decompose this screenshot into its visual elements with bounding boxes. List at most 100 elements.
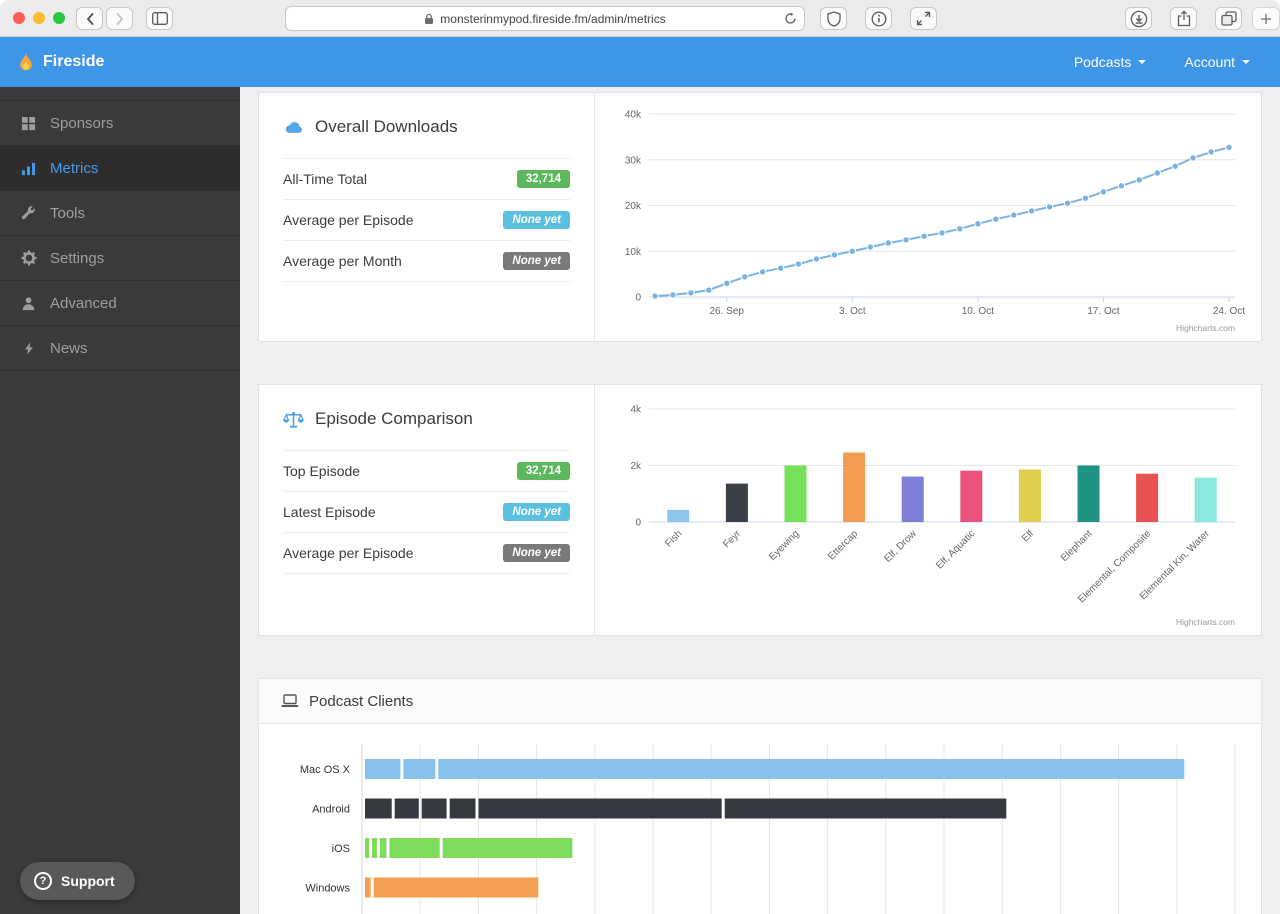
stat-row: Latest Episode None yet <box>283 491 570 532</box>
brand[interactable]: Fireside <box>18 51 105 73</box>
refresh-button[interactable] <box>784 12 797 25</box>
scales-icon <box>283 411 304 428</box>
svg-text:10k: 10k <box>625 247 642 258</box>
header-nav: Podcasts Account <box>1074 54 1250 70</box>
svg-text:20k: 20k <box>625 201 642 212</box>
svg-text:Eyewing: Eyewing <box>767 528 802 563</box>
sidebar-item-label: Sponsors <box>50 114 114 132</box>
card-title-text: Overall Downloads <box>315 117 458 136</box>
tab-overview-button[interactable] <box>1215 7 1242 30</box>
svg-text:Highcharts.com: Highcharts.com <box>1176 617 1235 627</box>
window-controls <box>13 12 65 24</box>
stat-table: All-Time Total 32,714 Average per Episod… <box>283 158 570 282</box>
stat-label: Average per Episode <box>283 545 414 561</box>
metrics-bars-icon <box>20 160 37 177</box>
svg-text:24. Oct: 24. Oct <box>1213 306 1245 317</box>
svg-text:3. Oct: 3. Oct <box>839 306 866 317</box>
podcasts-menu-label: Podcasts <box>1073 54 1132 70</box>
sidebar-toggle-button[interactable] <box>146 7 173 30</box>
svg-text:iOS: iOS <box>332 843 350 855</box>
new-tab-button[interactable] <box>1252 7 1280 30</box>
cloud-download-icon <box>285 121 302 133</box>
page-info-button[interactable] <box>865 7 892 30</box>
stat-badge: None yet <box>503 544 570 562</box>
svg-text:10. Oct: 10. Oct <box>962 306 994 317</box>
sidebar-item-settings[interactable]: Settings <box>0 236 240 281</box>
stat-label: Average per Month <box>283 253 402 269</box>
shield-icon <box>826 10 841 27</box>
brand-name: Fireside <box>43 53 105 70</box>
fullscreen-button[interactable] <box>910 7 937 30</box>
plus-icon <box>1261 13 1271 24</box>
sidebar-item-news[interactable]: News <box>0 326 240 371</box>
sidebar-item-label: Tools <box>50 204 86 222</box>
caret-down-icon <box>1138 60 1147 64</box>
chevron-left-icon <box>86 12 93 25</box>
svg-text:Feyr: Feyr <box>721 528 743 550</box>
privacy-report-button[interactable] <box>820 7 847 30</box>
overall-downloads-summary: Overall Downloads All-Time Total 32,714 … <box>259 93 595 341</box>
card-title-text: Podcast Clients <box>309 692 414 710</box>
sidebar-item-label: News <box>50 339 88 357</box>
stat-row: Average per Episode None yet <box>283 532 570 573</box>
svg-text:Elf, Aquatic: Elf, Aquatic <box>934 528 977 571</box>
caret-down-icon <box>1242 60 1250 64</box>
zoom-window-button[interactable] <box>53 12 65 24</box>
info-icon <box>871 11 886 26</box>
downloads-button[interactable] <box>1125 7 1152 30</box>
minimize-window-button[interactable] <box>33 12 45 24</box>
tabs-icon <box>1220 11 1237 26</box>
forward-button[interactable] <box>106 7 133 30</box>
podcast-clients-bar-chart: Mac OS X Android iOS Windows <box>259 724 1261 914</box>
back-button[interactable] <box>76 7 103 30</box>
support-label: Support <box>61 873 115 889</box>
sidebar-icon <box>151 12 168 25</box>
card-title-text: Episode Comparison <box>315 409 473 428</box>
stat-badge: 32,714 <box>516 462 570 480</box>
stat-label: Top Episode <box>283 463 361 479</box>
svg-text:Ettercap: Ettercap <box>826 528 860 562</box>
share-button[interactable] <box>1170 7 1197 30</box>
question-icon: ? <box>34 872 52 890</box>
close-window-button[interactable] <box>13 12 25 24</box>
address-bar[interactable]: monsterinmypod.fireside.fm/admin/metrics <box>285 6 805 31</box>
person-icon <box>20 295 37 312</box>
gear-icon <box>20 250 37 267</box>
sidebar-item-tools[interactable]: Tools <box>0 191 240 236</box>
flame-logo-icon <box>20 51 32 70</box>
svg-text:0: 0 <box>635 293 641 304</box>
sponsors-grid-icon <box>20 115 37 132</box>
expand-icon <box>916 11 931 26</box>
episode-comparison-column-chart: 0 2k 4k Fish Feyr Eyewing Ettercap Elf, Drow Elf… <box>595 385 1261 635</box>
svg-text:Android: Android <box>312 804 350 816</box>
stat-badge: None yet <box>503 211 570 229</box>
stat-row: Top Episode 32,714 <box>283 450 570 491</box>
svg-text:Fish: Fish <box>663 528 684 549</box>
account-menu[interactable]: Account <box>1184 54 1250 70</box>
stat-badge: None yet <box>503 503 570 521</box>
card-title: Episode Comparison <box>283 409 570 429</box>
stat-badge: None yet <box>503 252 570 270</box>
overall-downloads-card: Overall Downloads All-Time Total 32,714 … <box>258 92 1262 342</box>
sidebar-item-label: Advanced <box>50 294 117 312</box>
sidebar-item-sponsors[interactable]: Sponsors <box>0 101 240 146</box>
browser-chrome: monsterinmypod.fireside.fm/admin/metrics <box>0 0 1280 37</box>
download-icon <box>1130 10 1147 27</box>
svg-text:4k: 4k <box>630 405 642 416</box>
support-button[interactable]: ? Support <box>20 862 135 900</box>
sidebar-item-partial <box>0 87 240 101</box>
podcast-clients-card: Podcast Clients Mac OS X Android iOS Window… <box>258 678 1262 914</box>
main-content: Overall Downloads All-Time Total 32,714 … <box>240 87 1280 914</box>
sidebar-item-advanced[interactable]: Advanced <box>0 281 240 326</box>
stat-row: All-Time Total 32,714 <box>283 158 570 199</box>
stat-label: Latest Episode <box>283 504 376 520</box>
svg-text:30k: 30k <box>625 155 642 166</box>
svg-text:Elephant: Elephant <box>1059 528 1095 564</box>
sidebar-item-label: Metrics <box>50 159 99 177</box>
podcasts-menu[interactable]: Podcasts <box>1074 54 1147 70</box>
svg-text:26. Sep: 26. Sep <box>710 306 745 317</box>
svg-text:Elf: Elf <box>1020 528 1036 544</box>
sidebar-item-metrics[interactable]: Metrics <box>0 146 240 191</box>
wrench-icon <box>20 205 37 222</box>
lock-icon <box>425 13 434 24</box>
